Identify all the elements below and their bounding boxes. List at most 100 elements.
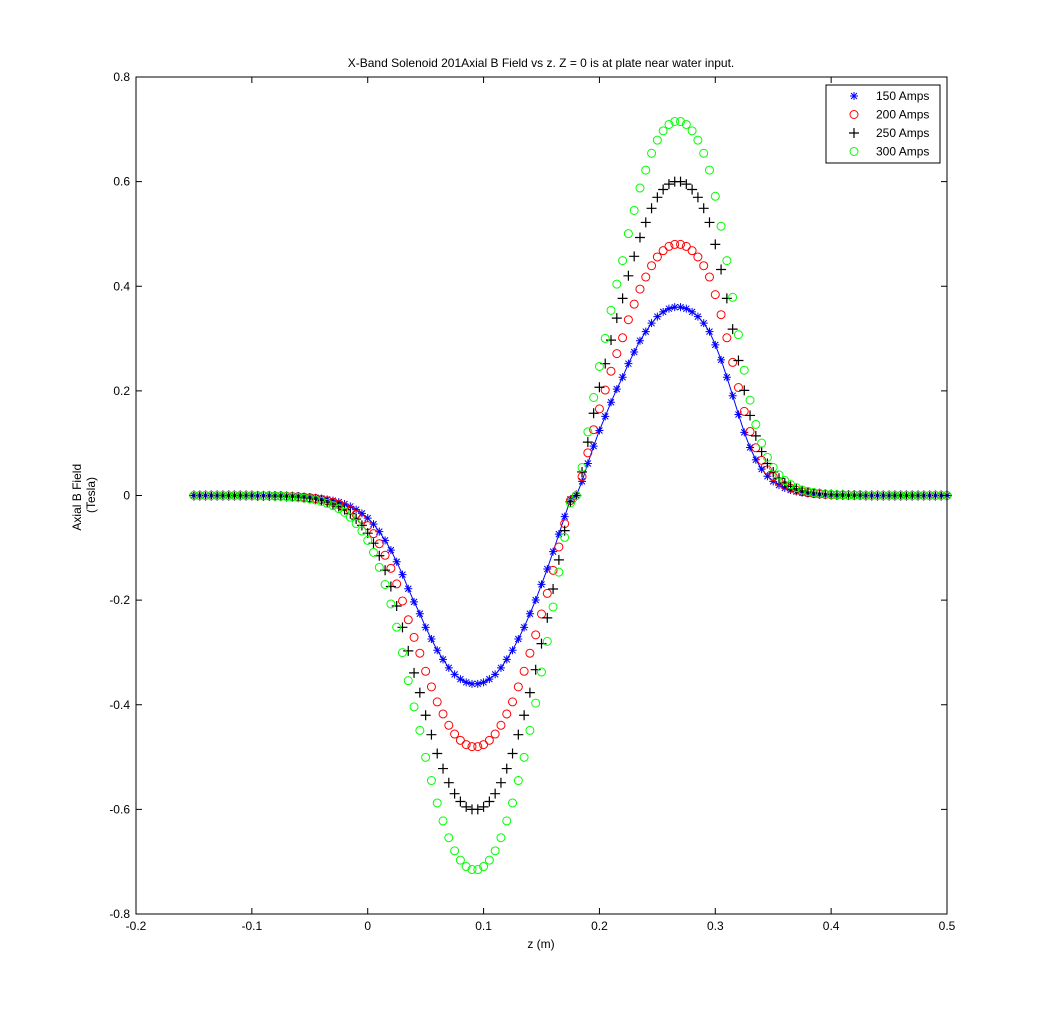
x-tick-label: 0.5	[939, 919, 956, 933]
asterisk-mark	[404, 584, 413, 593]
data-point	[421, 752, 431, 762]
data-point	[380, 580, 390, 590]
data-point	[229, 491, 239, 500]
data-point	[745, 410, 756, 421]
data-point	[525, 609, 534, 618]
circle-mark	[426, 776, 436, 786]
data-point	[606, 335, 617, 346]
data-point	[444, 833, 454, 843]
plus-mark	[634, 232, 645, 243]
data-point	[305, 494, 315, 504]
circle-mark	[594, 404, 604, 414]
circle-mark	[565, 498, 575, 508]
plus-mark	[721, 293, 732, 304]
data-point	[571, 490, 582, 501]
circle-mark	[519, 752, 529, 762]
data-point	[692, 192, 703, 203]
asterisk-mark	[757, 465, 766, 474]
circle-mark	[450, 846, 460, 856]
circle-mark	[189, 491, 199, 500]
plus-mark	[652, 192, 663, 203]
data-point	[710, 290, 720, 300]
asterisk-mark	[618, 373, 627, 382]
data-point	[687, 246, 697, 256]
circle-mark	[583, 427, 593, 437]
data-point	[757, 438, 767, 448]
data-point	[589, 442, 598, 451]
circle-mark	[490, 846, 500, 856]
data-point	[751, 419, 761, 429]
legend-label: 300 Amps	[876, 145, 929, 159]
data-point	[352, 505, 361, 514]
circle-mark	[612, 349, 622, 359]
data-point	[664, 119, 674, 129]
data-point	[560, 532, 570, 542]
data-point	[531, 596, 540, 605]
data-point	[363, 514, 372, 523]
circle-mark	[704, 272, 714, 282]
circle-mark	[872, 491, 882, 500]
data-point	[299, 493, 309, 503]
data-point	[716, 221, 726, 231]
data-point	[450, 729, 460, 739]
circle-mark	[490, 729, 500, 739]
data-point	[676, 116, 686, 126]
plus-mark	[391, 600, 402, 611]
data-point	[844, 490, 854, 500]
plus-mark	[478, 801, 489, 812]
data-point	[704, 272, 714, 282]
circle-mark	[496, 833, 506, 843]
data-point	[705, 327, 714, 336]
data-point	[403, 645, 414, 656]
circle-mark	[432, 798, 442, 808]
data-point	[212, 491, 222, 500]
plus-mark	[385, 581, 396, 592]
data-point	[282, 492, 292, 502]
data-point	[797, 485, 807, 495]
plus-mark	[756, 446, 767, 457]
data-point	[340, 499, 349, 508]
circle-mark	[832, 490, 842, 500]
circle-mark	[258, 491, 268, 501]
data-point	[432, 798, 442, 808]
data-point	[328, 501, 338, 511]
data-point	[473, 679, 482, 688]
circle-mark	[693, 252, 703, 262]
asterisk-mark	[439, 655, 448, 664]
data-point	[270, 491, 280, 501]
data-point	[438, 709, 448, 719]
plus-mark	[640, 217, 651, 228]
data-point	[519, 666, 529, 676]
data-point	[472, 804, 483, 815]
data-point	[635, 336, 644, 345]
data-point	[357, 509, 366, 518]
data-point	[415, 725, 425, 735]
circle-mark	[867, 491, 877, 500]
data-point	[763, 472, 772, 481]
data-point	[600, 385, 610, 395]
circle-mark	[797, 485, 807, 495]
data-point	[925, 491, 935, 500]
data-point	[363, 535, 373, 545]
circle-mark	[901, 491, 911, 500]
circle-mark	[907, 491, 917, 500]
data-point	[594, 404, 604, 414]
data-point	[397, 596, 407, 606]
data-point	[391, 600, 402, 611]
data-point	[623, 270, 634, 281]
circle-mark	[513, 682, 523, 692]
data-point	[652, 252, 662, 262]
circle-mark	[224, 491, 234, 500]
circle-mark	[861, 491, 871, 500]
circle-mark	[444, 833, 454, 843]
plus-mark	[745, 410, 756, 421]
circle-mark	[241, 491, 251, 500]
circle-mark	[699, 261, 709, 271]
circle-mark	[838, 490, 848, 500]
circle-mark	[704, 165, 714, 175]
circle-mark	[531, 698, 541, 708]
circle-mark	[600, 385, 610, 395]
data-point	[537, 580, 546, 589]
data-point	[421, 623, 430, 632]
data-point	[438, 816, 448, 826]
